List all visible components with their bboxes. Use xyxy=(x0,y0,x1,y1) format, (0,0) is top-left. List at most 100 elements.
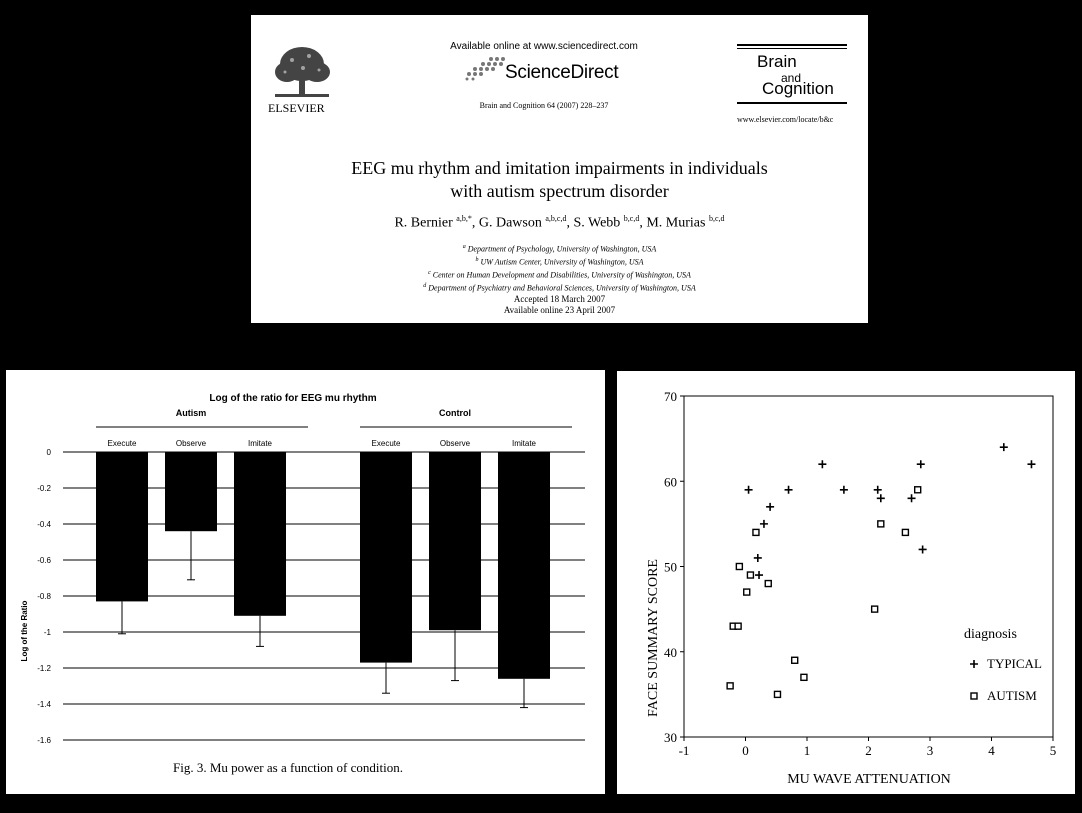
typical-point xyxy=(753,553,762,562)
author-separator: , xyxy=(566,215,574,231)
y-tick-labels: 0 -0.2 -0.4 -0.6 -0.8 -1 -1.2 -1.4 -1.6 xyxy=(37,448,51,745)
y-tick-label: 30 xyxy=(664,730,677,745)
typical-point xyxy=(907,494,916,503)
journal-logo-cognition: Cognition xyxy=(762,79,834,98)
author-separator: , xyxy=(471,215,479,231)
y-tick-label: -0.4 xyxy=(37,520,51,529)
axis-ticks: -1 0 1 2 3 4 5 30 40 50 60 70 xyxy=(664,389,1056,758)
article-title-line2: with autism spectrum disorder xyxy=(450,181,669,201)
affiliation-list: a Department of Psychology, University o… xyxy=(251,242,868,295)
error-bars xyxy=(118,531,528,709)
figure-caption: Fig. 3. Mu power as a function of condit… xyxy=(173,760,403,775)
typical-point xyxy=(784,485,793,494)
category-labels: Execute Observe Imitate Execute Observe Imita… xyxy=(108,439,537,448)
autism-point xyxy=(877,520,885,528)
sciencedirect-wordmark: ScienceDirect xyxy=(505,62,619,83)
affiliation-item: d Department of Psychiatry and Behaviora… xyxy=(423,283,696,294)
y-tick-label: -1.6 xyxy=(37,736,51,745)
publisher-name: ELSEVIER xyxy=(268,101,325,115)
available-online-text: Available online at www.sciencedirect.co… xyxy=(450,41,638,52)
bar xyxy=(165,452,217,532)
available-online-date: Available online 23 April 2007 xyxy=(503,305,616,315)
category-label: Imitate xyxy=(512,439,537,448)
bar xyxy=(498,452,550,679)
affiliation-item: c Center on Human Development and Disabi… xyxy=(428,270,691,280)
elsevier-tree-logo xyxy=(275,47,330,97)
journal-logo-rule-top2 xyxy=(737,48,847,49)
affiliation-item: a Department of Psychology, University o… xyxy=(462,244,657,254)
author-name: R. Bernier xyxy=(394,215,457,231)
y-axis-label: Log of the Ratio xyxy=(20,600,29,661)
autism-point xyxy=(735,562,744,571)
group-label: Autism xyxy=(176,408,207,418)
data-points xyxy=(726,443,1036,699)
autism-point xyxy=(800,673,808,682)
autism-point xyxy=(726,682,734,690)
y-tick-label: -0.8 xyxy=(37,592,51,601)
legend-label: TYPICAL xyxy=(987,656,1042,671)
legend-title: diagnosis xyxy=(964,627,1017,642)
bars xyxy=(96,452,550,679)
bar xyxy=(234,452,286,616)
legend-marker xyxy=(970,660,978,668)
autism-point xyxy=(773,690,782,699)
category-label: Observe xyxy=(176,439,207,448)
y-tick-label: 40 xyxy=(664,645,677,660)
bar xyxy=(96,452,148,602)
autism-point xyxy=(914,486,922,494)
typical-point xyxy=(873,485,882,494)
author-name: S. Webb xyxy=(573,215,624,231)
journal-logo-brain: Brain xyxy=(757,52,797,71)
legend-marker xyxy=(970,692,978,700)
x-tick-label: -1 xyxy=(679,743,690,758)
autism-point xyxy=(790,656,799,664)
typical-point xyxy=(918,545,927,554)
y-tick-label: 50 xyxy=(664,560,677,575)
scatter-plot: -1 0 1 2 3 4 5 30 40 50 60 70 FACE SUMMARY SCORE MU… xyxy=(646,389,1056,787)
x-tick-label: 0 xyxy=(742,743,749,758)
journal-logo-and: and xyxy=(781,71,802,85)
author-separator: , xyxy=(639,215,647,231)
scatter-plot-panel: -1 0 1 2 3 4 5 30 40 50 60 70 FACE SUMMARY SCORE MU… xyxy=(617,371,1075,794)
affiliation-item: b UW Autism Center, University of Washin… xyxy=(475,257,644,267)
author-affil-sup: a,b,c,d xyxy=(545,214,567,223)
journal-logo-rule-top xyxy=(737,44,847,46)
journal-url: www.elsevier.com/locate/b&c xyxy=(737,115,834,124)
typical-point xyxy=(999,443,1008,452)
typical-point xyxy=(839,485,848,494)
sciencedirect-dots-icon xyxy=(465,57,505,81)
accepted-date: Accepted 18 March 2007 xyxy=(513,294,606,304)
autism-point xyxy=(746,571,755,579)
x-axis-label: MU WAVE ATTENUATION xyxy=(787,772,951,787)
typical-point xyxy=(1027,460,1036,469)
category-label: Execute xyxy=(372,439,401,448)
typical-point xyxy=(755,571,764,580)
author-list: R. Bernier a,b,*, G. Dawson a,b,c,d, S. … xyxy=(251,214,868,232)
chart-title: Log of the ratio for EEG mu rhythm xyxy=(209,393,376,404)
author-affil-sup: b,c,d xyxy=(623,214,640,223)
author-affil-sup: b,c,d xyxy=(708,214,725,223)
y-tick-label: -0.6 xyxy=(37,556,51,565)
autism-point xyxy=(734,622,742,630)
bar xyxy=(429,452,481,631)
y-axis-label: FACE SUMMARY SCORE xyxy=(646,559,661,717)
author-affil-sup: a,b,* xyxy=(456,214,472,223)
bar-chart: Log of the ratio for EEG mu rhythm Log o… xyxy=(20,393,585,745)
typical-point xyxy=(766,502,775,511)
typical-point xyxy=(759,519,768,528)
bar-chart-panel: Log of the ratio for EEG mu rhythm Log o… xyxy=(6,370,605,794)
journal-citation: Brain and Cognition 64 (2007) 228–237 xyxy=(479,101,609,110)
autism-point xyxy=(743,588,751,596)
autism-point xyxy=(752,528,760,537)
author-name: M. Murias xyxy=(646,215,709,231)
paper-header: ELSEVIER Available online at www.science… xyxy=(251,15,868,323)
legend: TYPICAL AUTISM xyxy=(970,656,1042,703)
x-tick-label: 3 xyxy=(927,743,934,758)
article-title-line1: EEG mu rhythm and imitation impairments … xyxy=(351,158,768,178)
journal-logo-rule-bottom xyxy=(737,102,847,104)
bar xyxy=(360,452,412,663)
x-tick-label: 1 xyxy=(804,743,811,758)
y-tick-label: -1 xyxy=(44,628,52,637)
autism-point xyxy=(901,528,910,537)
y-tick-label: -0.2 xyxy=(37,484,51,493)
